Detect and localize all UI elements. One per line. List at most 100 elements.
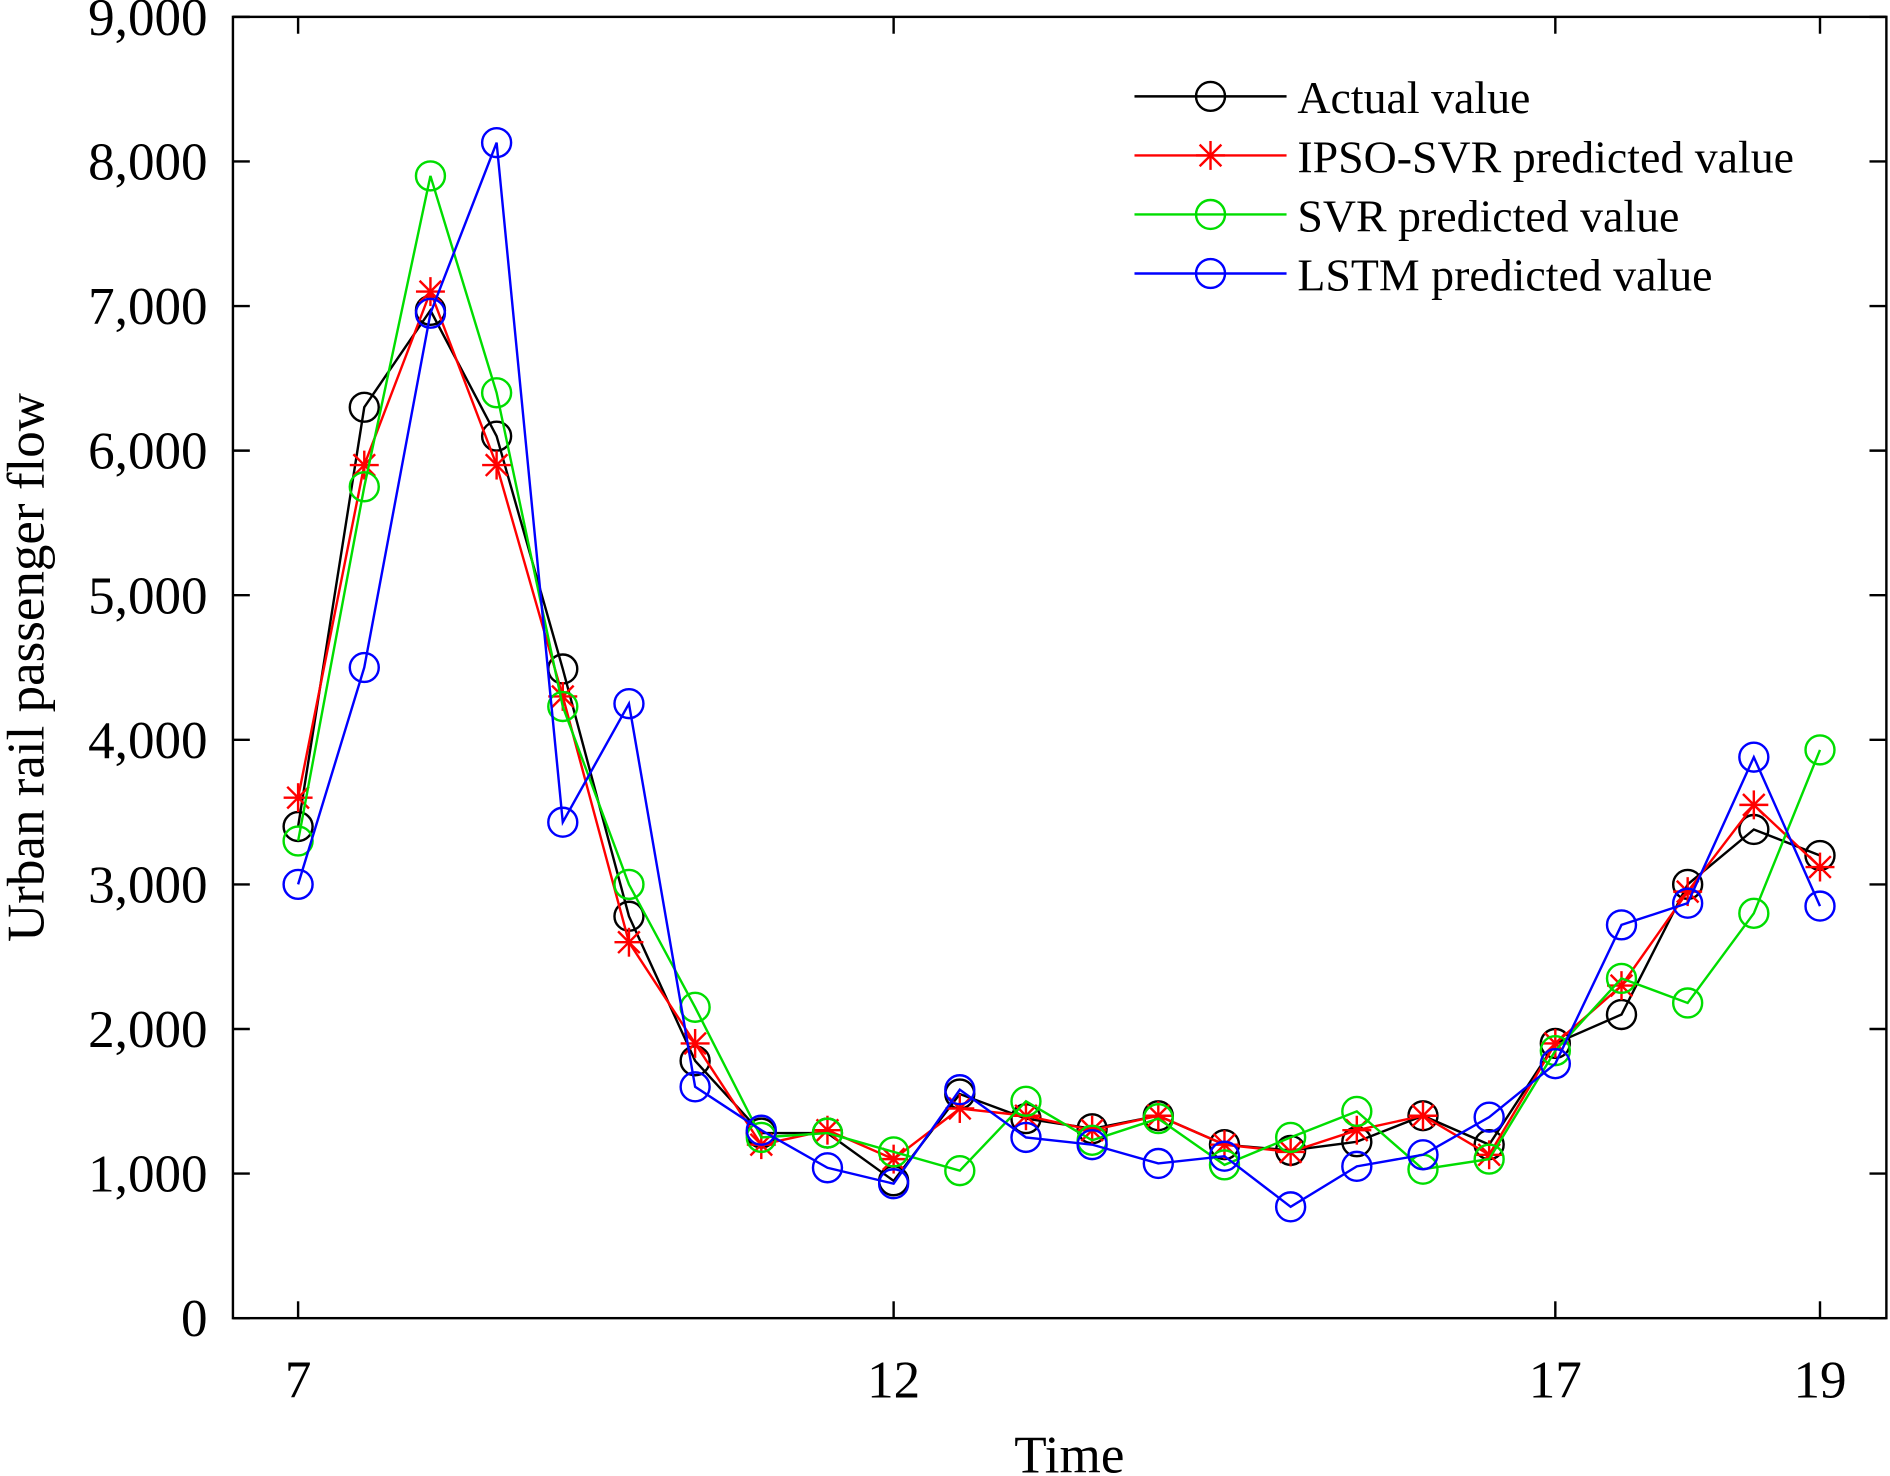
data-point bbox=[480, 377, 513, 409]
y-tick-label: 7,000 bbox=[88, 278, 207, 336]
legend-item-lstm-predicted-value: LSTM predicted value bbox=[1134, 249, 1712, 300]
data-point bbox=[1671, 987, 1704, 1019]
legend-label: Actual value bbox=[1297, 72, 1530, 123]
data-point bbox=[745, 1114, 777, 1146]
data-point bbox=[811, 1117, 844, 1149]
data-point bbox=[944, 1155, 976, 1187]
legend-item-actual-value: Actual value bbox=[1134, 72, 1530, 123]
asterisk-stroke bbox=[551, 684, 575, 709]
x-tick-label: 19 bbox=[1793, 1352, 1846, 1410]
data-point bbox=[1208, 1140, 1241, 1172]
data-point bbox=[812, 1115, 842, 1145]
y-tick-label: 0 bbox=[181, 1290, 208, 1348]
y-tick-label: 8,000 bbox=[88, 134, 207, 192]
data-point bbox=[414, 160, 447, 192]
data-point bbox=[1805, 852, 1835, 882]
legend-marker bbox=[1194, 80, 1227, 113]
x-tick-label: 17 bbox=[1529, 1352, 1582, 1410]
data-point bbox=[1408, 1101, 1438, 1131]
asterisk-stroke bbox=[617, 930, 641, 954]
asterisk-stroke bbox=[1146, 1104, 1171, 1128]
legend-marker bbox=[1194, 257, 1227, 290]
data-point bbox=[482, 450, 512, 480]
data-point bbox=[811, 1152, 844, 1184]
series-line bbox=[296, 142, 1822, 1209]
asterisk-stroke bbox=[418, 279, 443, 304]
data-point bbox=[1010, 1085, 1042, 1117]
data-point bbox=[1407, 1139, 1439, 1171]
data-point bbox=[1738, 741, 1770, 773]
data-point bbox=[1274, 1121, 1307, 1154]
asterisk-stroke bbox=[1808, 855, 1832, 879]
data-point bbox=[877, 1168, 910, 1200]
series-line bbox=[296, 175, 1822, 1173]
data-point bbox=[614, 927, 644, 957]
plot-frame bbox=[231, 15, 1888, 1320]
legend-label: LSTM predicted value bbox=[1297, 249, 1712, 300]
data-point bbox=[1539, 1048, 1572, 1080]
data-point bbox=[348, 391, 380, 423]
legend-label: IPSO-SVR predicted value bbox=[1297, 131, 1794, 182]
asterisk-stroke bbox=[881, 1147, 906, 1171]
y-tick-label: 6,000 bbox=[88, 423, 207, 481]
asterisk-stroke bbox=[1411, 1104, 1435, 1128]
data-point bbox=[1671, 887, 1704, 919]
asterisk-stroke bbox=[484, 453, 509, 477]
series-svr-predicted-value bbox=[282, 160, 1836, 1187]
data-point bbox=[414, 297, 447, 329]
series-ipso-svr-predicted-value bbox=[283, 277, 1835, 1174]
asterisk-stroke bbox=[1198, 143, 1223, 168]
data-point bbox=[1473, 1143, 1505, 1175]
series-actual-value bbox=[282, 294, 1836, 1197]
data-point bbox=[1142, 1147, 1174, 1180]
x-tick-label: 7 bbox=[285, 1352, 312, 1410]
data-point bbox=[944, 1074, 976, 1106]
data-point bbox=[1605, 962, 1638, 995]
data-point bbox=[1738, 897, 1770, 929]
data-point bbox=[613, 868, 645, 901]
data-point bbox=[1473, 1101, 1505, 1133]
series-line bbox=[296, 288, 1821, 1161]
data-point bbox=[282, 868, 314, 901]
data-point bbox=[679, 1071, 711, 1103]
data-point bbox=[1341, 1150, 1373, 1183]
data-point bbox=[1739, 790, 1769, 820]
data-point bbox=[613, 687, 645, 720]
legend-label: SVR predicted value bbox=[1297, 190, 1679, 241]
legend-item-svr-predicted-value: SVR predicted value bbox=[1134, 190, 1679, 241]
y-tick-label: 3,000 bbox=[88, 857, 207, 915]
asterisk-stroke bbox=[1609, 973, 1634, 998]
data-point bbox=[1010, 1121, 1042, 1154]
series-lstm-predicted-value bbox=[282, 126, 1836, 1223]
y-tick-label: 9,000 bbox=[88, 0, 207, 47]
y-tick-label: 4,000 bbox=[88, 712, 207, 770]
data-point bbox=[1341, 1095, 1373, 1128]
data-point bbox=[1208, 1149, 1241, 1181]
x-tick-label: 12 bbox=[867, 1352, 920, 1410]
asterisk-stroke bbox=[1742, 793, 1766, 817]
legend-marker bbox=[1196, 140, 1225, 170]
data-point bbox=[1607, 971, 1636, 1001]
x-axis-label: Time bbox=[1014, 1426, 1124, 1476]
data-point bbox=[877, 1136, 910, 1168]
y-axis-label: Urban rail passenger flow bbox=[0, 392, 55, 942]
y-tick-label: 2,000 bbox=[88, 1001, 207, 1059]
data-point bbox=[348, 471, 380, 503]
data-point bbox=[480, 126, 513, 159]
data-point bbox=[1804, 734, 1836, 766]
data-point bbox=[1274, 1191, 1307, 1223]
data-point bbox=[1142, 1102, 1174, 1135]
data-point bbox=[547, 690, 579, 723]
legend-item-ipso-svr-predicted-value: IPSO-SVR predicted value bbox=[1134, 131, 1794, 182]
data-point bbox=[348, 651, 380, 684]
legend-marker bbox=[1194, 198, 1227, 231]
data-point bbox=[1076, 1128, 1108, 1161]
data-point bbox=[1804, 890, 1836, 922]
y-tick-label: 1,000 bbox=[88, 1146, 207, 1204]
asterisk-stroke bbox=[815, 1118, 840, 1142]
asterisk-stroke bbox=[286, 785, 310, 810]
data-point bbox=[1605, 909, 1638, 941]
y-tick-label: 5,000 bbox=[88, 567, 207, 625]
data-point bbox=[547, 806, 579, 838]
